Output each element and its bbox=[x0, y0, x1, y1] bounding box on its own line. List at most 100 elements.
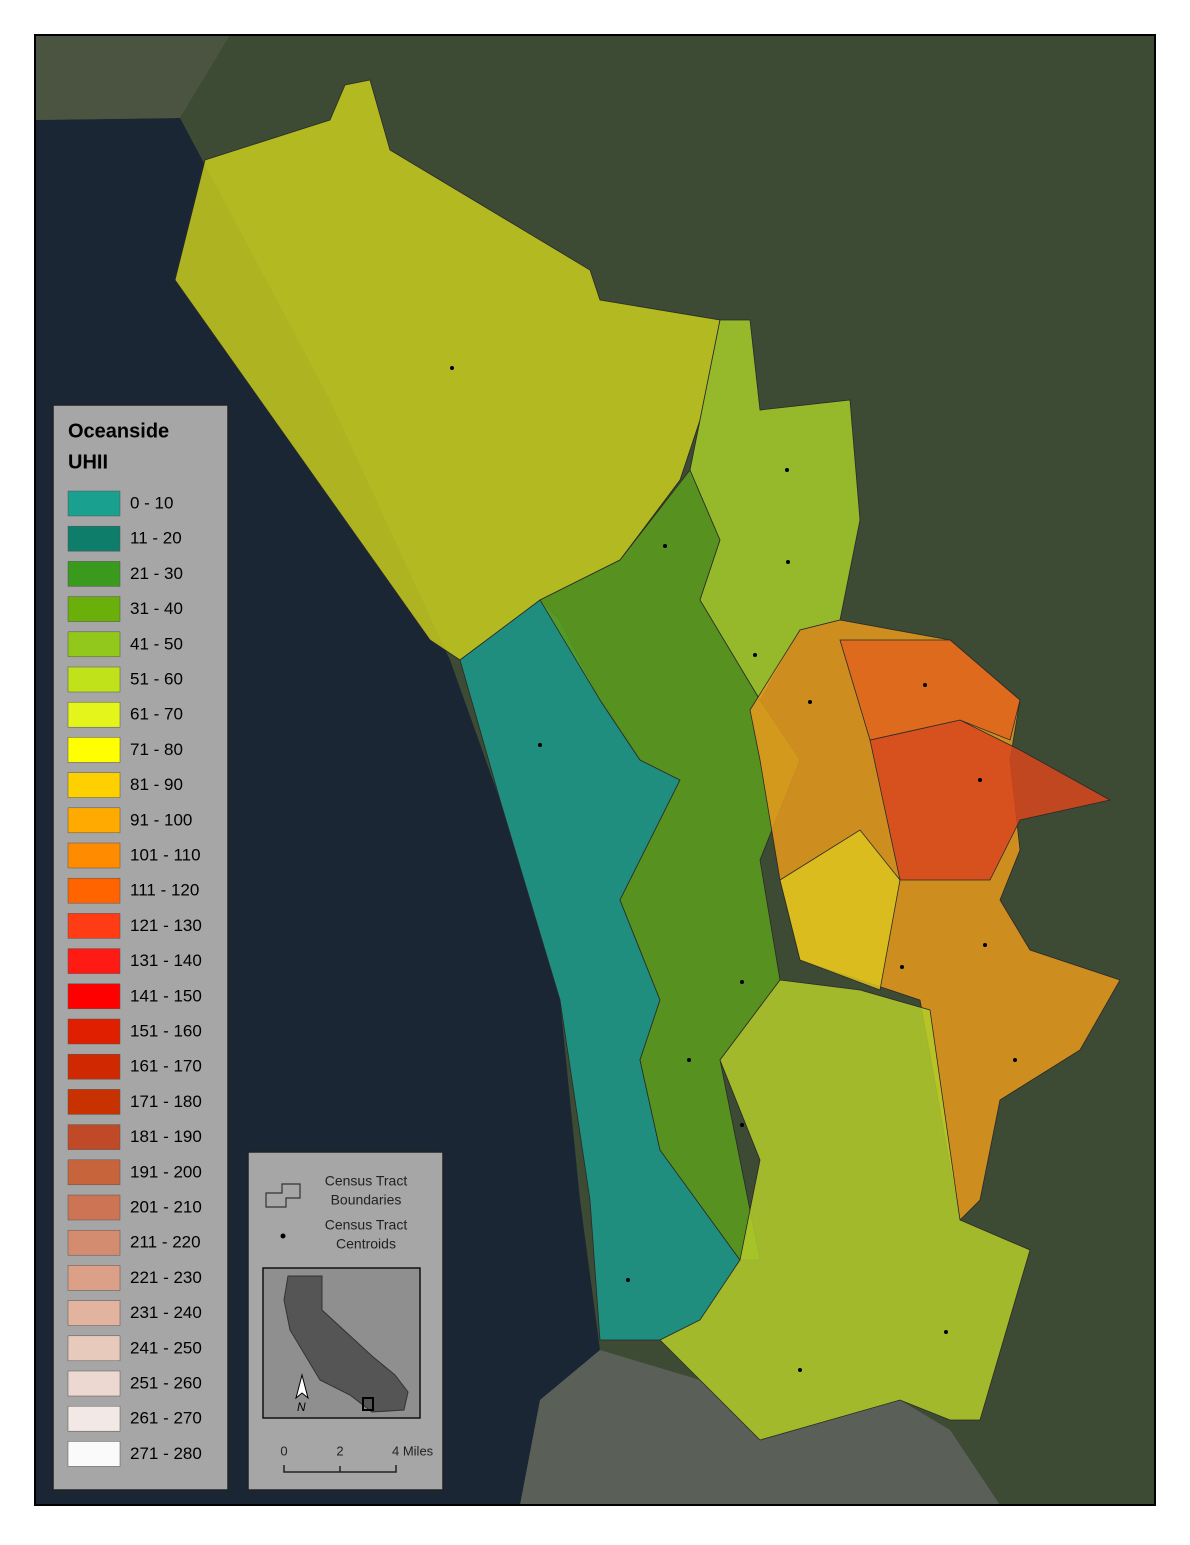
legend-swatch bbox=[67, 983, 121, 1010]
legend-label: 0 - 10 bbox=[130, 493, 173, 512]
centroid bbox=[923, 683, 927, 687]
centroid bbox=[785, 468, 789, 472]
centroid-label: Census Tract bbox=[325, 1217, 408, 1233]
legend-swatch bbox=[67, 913, 121, 939]
legend-label: 21 - 30 bbox=[130, 564, 183, 583]
legend-swatch bbox=[67, 1265, 121, 1291]
legend-label: 151 - 160 bbox=[130, 1021, 202, 1040]
legend-label: 91 - 100 bbox=[130, 810, 192, 829]
legend-swatch bbox=[67, 631, 121, 658]
legend-label: 131 - 140 bbox=[130, 951, 202, 970]
legend-label: 221 - 230 bbox=[130, 1268, 202, 1287]
legend-label: 31 - 40 bbox=[130, 599, 183, 618]
legend-swatch bbox=[67, 490, 121, 517]
legend-title: Oceanside bbox=[68, 420, 169, 442]
centroid bbox=[753, 653, 757, 657]
legend-label: 201 - 210 bbox=[130, 1197, 202, 1216]
legend-swatch bbox=[67, 1194, 121, 1221]
legend-swatch bbox=[67, 596, 121, 622]
legend: Oceanside UHII 0 - 10 11 - 20 21 - 30 31 - … bbox=[52, 404, 229, 1491]
centroid bbox=[740, 1123, 744, 1127]
map-frame bbox=[35, 35, 1155, 1505]
region bbox=[689, 319, 861, 701]
centroid bbox=[626, 1278, 630, 1282]
centroid bbox=[1013, 1058, 1017, 1062]
north-label: N bbox=[297, 1400, 306, 1414]
region bbox=[839, 639, 1021, 741]
legend-swatch bbox=[67, 1335, 121, 1362]
legend-swatch bbox=[67, 948, 121, 974]
centroid bbox=[786, 560, 790, 564]
legend-swatch bbox=[67, 842, 121, 869]
legend-label: 41 - 50 bbox=[130, 634, 183, 653]
legend-swatch bbox=[67, 1405, 121, 1432]
centroid bbox=[944, 1330, 948, 1334]
centroid bbox=[900, 965, 904, 969]
centroid bbox=[450, 366, 454, 370]
legend-swatch bbox=[67, 561, 121, 587]
centroid bbox=[663, 544, 667, 548]
centroids bbox=[450, 366, 1017, 1372]
legend-swatch bbox=[67, 1300, 121, 1326]
legend-label: 51 - 60 bbox=[130, 669, 183, 688]
centroid bbox=[978, 778, 982, 782]
legend-label: 141 - 150 bbox=[130, 986, 202, 1005]
legend-label: 231 - 240 bbox=[130, 1303, 202, 1322]
centroid bbox=[740, 980, 744, 984]
legend-label: 181 - 190 bbox=[130, 1127, 202, 1146]
legend-label: 121 - 130 bbox=[130, 916, 202, 935]
legend-label: 271 - 280 bbox=[130, 1444, 202, 1463]
region bbox=[869, 719, 1112, 881]
scale-label: 4 Miles bbox=[392, 1443, 434, 1458]
boundary-label: Boundaries bbox=[331, 1192, 402, 1208]
legend-swatch bbox=[67, 807, 121, 834]
land bbox=[35, 35, 230, 120]
centroid-label: Centroids bbox=[336, 1236, 396, 1252]
legend-label: 251 - 260 bbox=[130, 1373, 202, 1392]
legend-title: UHII bbox=[68, 451, 108, 473]
legend-swatch bbox=[67, 772, 121, 798]
map-border bbox=[34, 34, 1156, 1506]
inset-legend: Census Tract Boundaries Census Tract Cen… bbox=[247, 1151, 444, 1491]
legend-swatch bbox=[67, 1370, 121, 1397]
legend-label: 111 - 120 bbox=[130, 881, 199, 900]
boundary-symbol bbox=[265, 1183, 301, 1208]
legend-swatch bbox=[67, 1089, 121, 1115]
legend-label: 81 - 90 bbox=[130, 775, 183, 794]
centroid bbox=[687, 1058, 691, 1062]
legend-swatch bbox=[67, 1441, 121, 1467]
legend-swatch bbox=[67, 1018, 121, 1045]
legend-swatch bbox=[67, 525, 121, 552]
legend-label: 241 - 250 bbox=[130, 1338, 202, 1357]
centroid bbox=[538, 743, 542, 747]
legend-swatch bbox=[67, 1229, 121, 1256]
legend-label: 11 - 20 bbox=[130, 529, 182, 548]
legend-swatch bbox=[67, 701, 121, 728]
legend-swatch bbox=[67, 1124, 121, 1150]
region bbox=[659, 979, 1031, 1441]
region bbox=[779, 829, 901, 991]
legend-swatch bbox=[67, 1159, 121, 1186]
scale-label: 2 bbox=[336, 1443, 343, 1458]
boundary-label: Census Tract bbox=[325, 1173, 408, 1189]
legend-label: 191 - 200 bbox=[130, 1162, 202, 1181]
centroid bbox=[983, 943, 987, 947]
centroid bbox=[808, 700, 812, 704]
north-arrow bbox=[295, 1373, 309, 1400]
legend-label: 161 - 170 bbox=[130, 1057, 202, 1076]
legend-label: 101 - 110 bbox=[130, 845, 201, 864]
legend-label: 171 - 180 bbox=[130, 1092, 202, 1111]
uhii-regions bbox=[174, 79, 1121, 1441]
legend-swatch bbox=[67, 877, 121, 904]
centroid-symbol bbox=[280, 1233, 286, 1239]
legend-label: 61 - 70 bbox=[130, 705, 183, 724]
scale-label: 0 bbox=[280, 1443, 287, 1458]
legend-label: 71 - 80 bbox=[130, 740, 183, 759]
study-area-box bbox=[362, 1397, 374, 1411]
california-outline bbox=[283, 1275, 409, 1413]
urban-area bbox=[520, 1350, 1000, 1505]
scale-bar bbox=[283, 1465, 397, 1473]
legend-swatch bbox=[67, 1053, 121, 1080]
centroid bbox=[798, 1368, 802, 1372]
